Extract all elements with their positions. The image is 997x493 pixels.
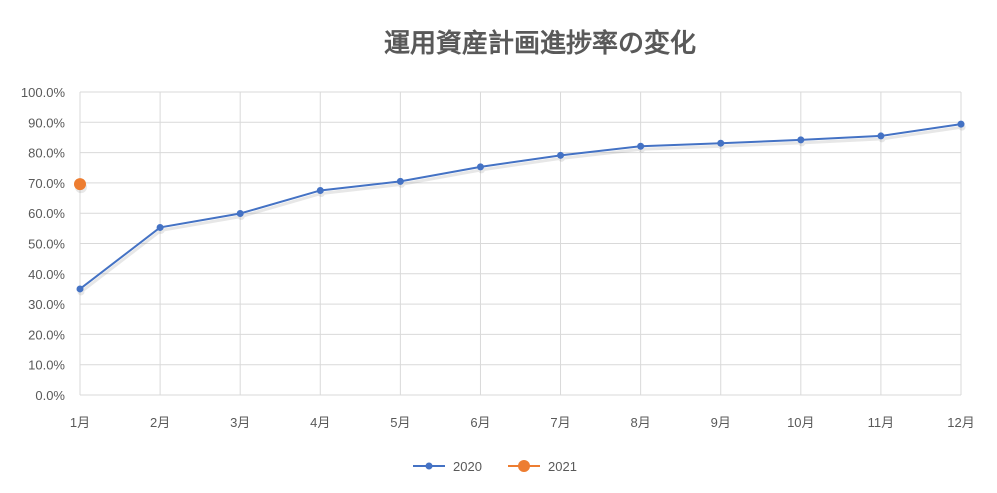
- x-tick-label: 9月: [711, 415, 731, 430]
- x-tick-label: 3月: [230, 415, 250, 430]
- data-point-2020: [717, 139, 725, 147]
- legend-marker-2020: [425, 462, 433, 470]
- x-tick-label: 6月: [470, 415, 490, 430]
- data-point-2020: [797, 136, 805, 144]
- series-line-2020: [79, 123, 962, 290]
- x-tick-label: 5月: [390, 415, 410, 430]
- y-tick-label: 0.0%: [35, 388, 65, 403]
- data-point-2020: [316, 186, 324, 194]
- data-point-2020: [557, 151, 565, 159]
- x-tick-label: 2月: [150, 415, 170, 430]
- data-point-2020: [957, 120, 965, 128]
- x-tick-label: 7月: [550, 415, 570, 430]
- legend-label-2020: 2020: [453, 459, 482, 474]
- x-tick-label: 8月: [631, 415, 651, 430]
- y-tick-label: 60.0%: [28, 206, 65, 221]
- x-tick-label: 4月: [310, 415, 330, 430]
- y-tick-label: 30.0%: [28, 297, 65, 312]
- legend: 2020 2021: [413, 459, 577, 474]
- x-tick-label: 10月: [787, 415, 814, 430]
- grid-layer: [79, 91, 962, 396]
- series-layer: [74, 120, 966, 296]
- data-point-2021: [74, 178, 86, 191]
- series-shadow: [77, 123, 966, 296]
- x-tick-label: 12月: [947, 415, 974, 430]
- chart-title: 運用資産計画進捗率の変化: [384, 28, 696, 59]
- data-point-2020: [476, 163, 484, 171]
- x-tick-label: 1月: [70, 415, 90, 430]
- x-tick-label: 11月: [868, 415, 895, 430]
- y-tick-label: 50.0%: [28, 237, 65, 252]
- y-tick-label: 40.0%: [28, 267, 65, 282]
- y-tick-label: 100.0%: [21, 85, 66, 100]
- y-tick-label: 20.0%: [28, 327, 65, 342]
- y-tick-label: 10.0%: [28, 358, 65, 373]
- data-point-2020: [156, 223, 164, 231]
- y-tick-label: 70.0%: [28, 176, 65, 191]
- data-point-2020: [396, 177, 404, 185]
- data-point-2020: [877, 132, 885, 140]
- series-line-shadow: [80, 125, 963, 294]
- data-point-2020: [76, 285, 84, 293]
- data-point-2020: [637, 142, 645, 150]
- y-tick-label: 90.0%: [28, 115, 65, 130]
- legend-label-2021: 2021: [548, 459, 577, 474]
- y-tick-label: 80.0%: [28, 146, 65, 161]
- legend-marker-2021: [518, 460, 530, 472]
- y-axis-ticks: 0.0% 10.0% 20.0% 30.0% 40.0% 50.0% 60.0% 70.0% 8…: [21, 85, 66, 403]
- x-axis-ticks: 1月 2月 3月 4月 5月 6月 7月 8月 9月 10月 11月 12月: [70, 415, 975, 430]
- data-point-2020: [236, 210, 244, 218]
